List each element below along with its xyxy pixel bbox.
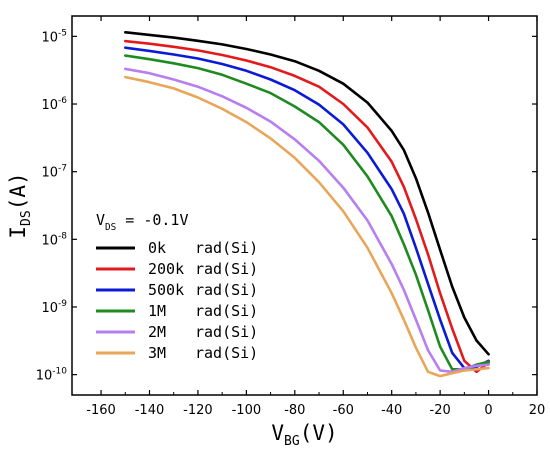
- legend-label: 3M: [148, 344, 166, 362]
- x-tick-label: -60: [333, 403, 354, 418]
- y-tick-label: 10-7: [41, 164, 67, 181]
- plot-frame: [71, 15, 538, 396]
- x-tick-label: -100: [232, 403, 262, 418]
- legend-label: 1M: [148, 302, 166, 320]
- series-line-200k: [124, 39, 490, 374]
- series-line-3M: [124, 75, 490, 378]
- x-tick-label: -80: [284, 403, 305, 418]
- x-tick-label: -20: [430, 403, 451, 418]
- x-tick-label: -140: [135, 403, 165, 418]
- legend-unit: rad(Si): [195, 344, 258, 362]
- series-layer: [124, 30, 490, 378]
- legend-unit: rad(Si): [195, 281, 258, 299]
- y-tick-label: 10-5: [41, 28, 67, 45]
- labels-layer: VBG(V) IDS(A) VDS = -0.1V: [6, 172, 338, 449]
- x-tick-label: -160: [86, 403, 116, 418]
- x-tick-label: -40: [381, 403, 402, 418]
- x-axis-label: VBG(V): [271, 421, 337, 449]
- y-tick-label: 10-6: [41, 96, 67, 113]
- y-tick-label: 10-8: [41, 231, 67, 248]
- vds-annotation: VDS = -0.1V: [96, 211, 188, 233]
- x-tick-label: -120: [183, 403, 213, 418]
- legend-label: 2M: [148, 323, 166, 341]
- legend-label: 500k: [148, 281, 184, 299]
- legend-unit: rad(Si): [195, 323, 258, 341]
- y-axis-label: IDS(A): [6, 172, 34, 238]
- x-tick-label: 0: [484, 403, 492, 418]
- series-line-500k: [124, 46, 490, 370]
- legend-label: 0k: [148, 239, 166, 257]
- legend-unit: rad(Si): [195, 302, 258, 320]
- series-line-0k: [124, 30, 490, 356]
- x-tick-label: 20: [529, 403, 546, 418]
- legend-unit: rad(Si): [195, 239, 258, 257]
- legend-unit: rad(Si): [195, 260, 258, 278]
- series-line-1M: [124, 54, 490, 371]
- y-tick-label: 10-10: [36, 367, 68, 384]
- ticks-layer: -160 -140 -120 -100 -80 -60 -40 -20 0 20 10-10 10-9…: [36, 16, 546, 418]
- legend: 0k rad(Si) 200k rad(Si) 500k rad(Si) 1M rad(Si)…: [96, 239, 258, 362]
- legend-label: 200k: [148, 260, 184, 278]
- y-tick-label: 10-9: [41, 299, 67, 316]
- series-line-2M: [124, 67, 490, 374]
